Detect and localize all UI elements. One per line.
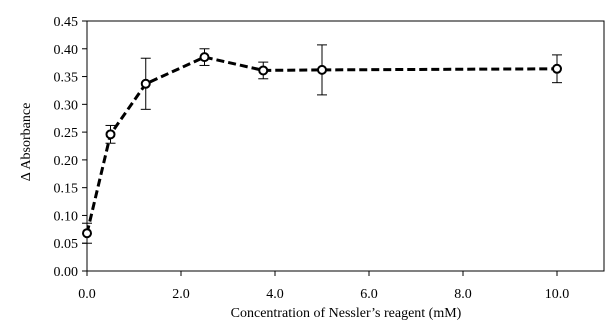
x-axis-title: Concentration of Nessler’s reagent (mM) — [231, 306, 462, 320]
y-tick-label: 0.15 — [54, 182, 79, 197]
data-point — [199, 52, 210, 63]
y-tick-label: 0.40 — [54, 43, 79, 58]
x-tick-label: 6.0 — [360, 287, 378, 302]
x-tick-label: 4.0 — [266, 287, 284, 302]
data-point — [82, 228, 92, 239]
data-point — [140, 78, 151, 89]
data-point — [105, 129, 116, 140]
x-tick-label: 8.0 — [454, 287, 472, 302]
y-axis-title: Δ Absorbance — [19, 103, 34, 182]
data-point — [552, 63, 562, 74]
y-tick-label: 0.10 — [54, 209, 79, 224]
x-tick-label: 0.0 — [78, 287, 96, 302]
y-tick-label: 0.45 — [54, 15, 79, 30]
data-point — [317, 64, 327, 75]
y-tick-label: 0.25 — [54, 126, 79, 141]
data-series — [82, 44, 562, 244]
y-tick-label: 0.00 — [54, 265, 79, 280]
y-tick-label: 0.20 — [54, 154, 79, 169]
x-tick-label: 10.0 — [545, 287, 570, 302]
axes — [86, 20, 605, 272]
plot-frame — [86, 20, 605, 272]
data-point — [258, 65, 269, 76]
ticks: 0.00 0.05 0.10 0.15 0.20 0.25 0.30 0.35 0.40 0.45… — [54, 15, 570, 302]
y-tick-label: 0.35 — [54, 71, 79, 86]
y-tick-label: 0.05 — [54, 237, 79, 252]
y-tick-label: 0.30 — [54, 98, 79, 113]
x-tick-label: 2.0 — [172, 287, 190, 302]
